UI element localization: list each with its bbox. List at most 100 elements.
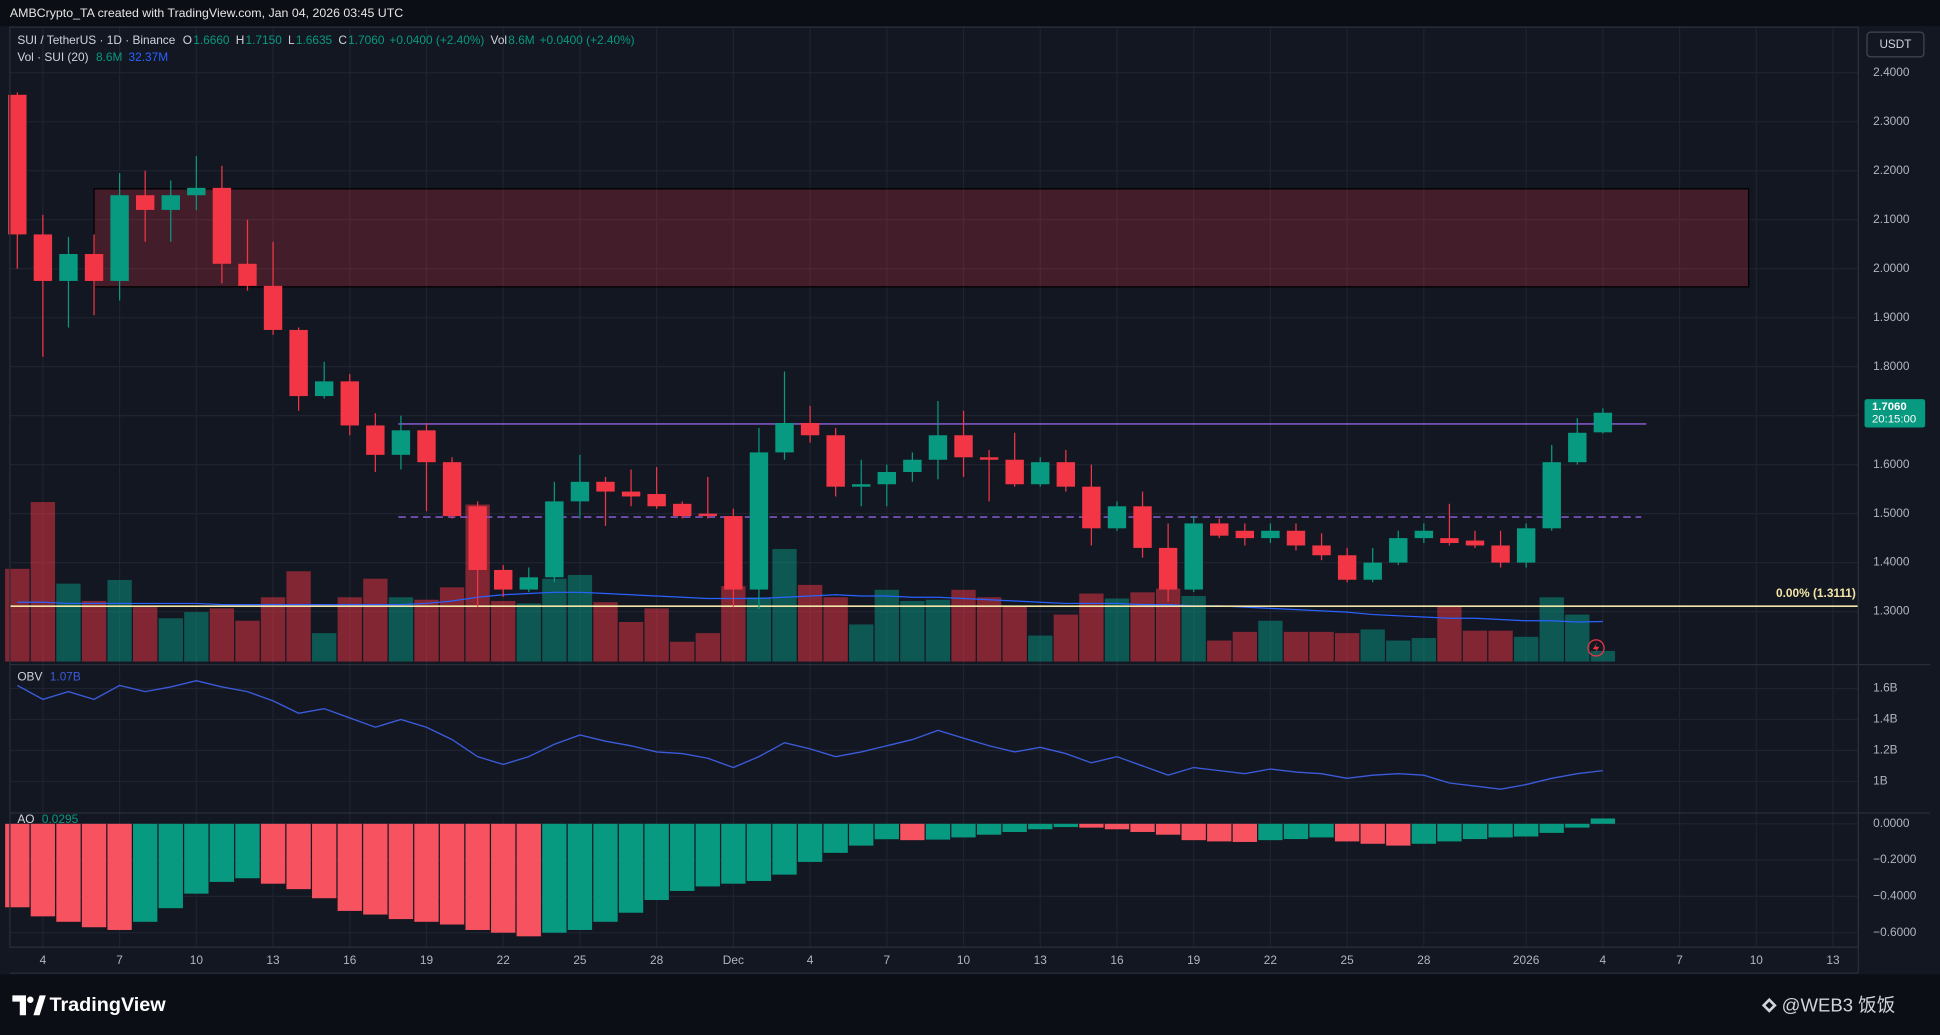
ao-bar xyxy=(363,823,388,915)
candle-body xyxy=(161,195,180,210)
ao-bar xyxy=(286,823,311,890)
ao-bar xyxy=(158,823,183,909)
realtime-icon-bolt[interactable] xyxy=(1592,641,1600,655)
y-tick-label: 2.4000 xyxy=(1873,65,1910,79)
x-tick-label: 7 xyxy=(116,953,123,967)
candle-body xyxy=(366,425,385,455)
volume-bar xyxy=(491,600,516,662)
x-tick-label: 16 xyxy=(1110,953,1124,967)
watermark: @WEB3 饭饭 xyxy=(1761,994,1895,1015)
ao-bar xyxy=(670,823,695,891)
candle-body xyxy=(1568,432,1587,463)
ao-bar xyxy=(1207,823,1232,842)
tradingview-logo: TradingView xyxy=(12,994,166,1016)
candle-body xyxy=(1389,538,1408,563)
ao-bar xyxy=(56,823,81,922)
x-tick-label: 25 xyxy=(1341,953,1355,967)
realtime-icon-ring[interactable] xyxy=(1587,639,1605,657)
candle-body xyxy=(1363,562,1382,580)
x-tick-label: 10 xyxy=(1750,953,1764,967)
candle-body xyxy=(621,491,641,497)
ao-bar xyxy=(1437,823,1462,842)
y-tick-label: 1.3000 xyxy=(1873,604,1910,618)
ao-bar xyxy=(542,823,567,933)
candle-body xyxy=(698,513,718,517)
x-tick-label: 22 xyxy=(1264,953,1277,967)
ao-bar xyxy=(1462,823,1488,840)
ao-bar xyxy=(1309,823,1334,838)
logo-mark xyxy=(27,996,34,1003)
volume-bar xyxy=(312,633,337,662)
ao-bar xyxy=(439,823,465,925)
supply-zone xyxy=(93,188,1750,288)
candle-body xyxy=(596,481,615,492)
ao-bar xyxy=(644,823,669,901)
ao-bar xyxy=(184,823,209,894)
price-tag-countdown: 20:15:00 xyxy=(1872,414,1916,426)
volume-bar xyxy=(1002,605,1027,662)
volume-bar xyxy=(158,618,183,662)
volume-bar xyxy=(1513,636,1539,662)
candle-body xyxy=(417,430,436,463)
y-tick-label: 2.3000 xyxy=(1873,114,1910,128)
x-tick-label: 4 xyxy=(1600,953,1607,967)
ao-bar xyxy=(260,823,286,884)
candle-body xyxy=(187,187,206,196)
volume-bar xyxy=(1130,592,1155,662)
volume-bar xyxy=(337,597,362,662)
candle-body xyxy=(494,569,513,590)
logo-mark xyxy=(33,995,46,1016)
candle-body xyxy=(1542,462,1561,529)
legend-item: Vol · SUI (20) xyxy=(17,50,88,64)
ao-bar xyxy=(235,823,260,879)
candle-body xyxy=(954,435,973,458)
volume-bar xyxy=(1590,650,1616,662)
ao-bar xyxy=(1155,823,1181,835)
volume-bar xyxy=(823,597,848,662)
header-text: AMBCrypto_TA created with TradingView.co… xyxy=(10,6,403,20)
ao-bar xyxy=(1539,823,1564,833)
ao-bar xyxy=(30,823,56,917)
candle-body xyxy=(749,452,769,590)
currency-button-label[interactable]: USDT xyxy=(1879,38,1911,51)
candle-body xyxy=(570,481,590,502)
legend-item: 8.6M xyxy=(96,50,122,64)
volume-bar xyxy=(874,589,899,662)
legend-item: 1.7060 xyxy=(348,33,385,47)
candle-body xyxy=(903,459,922,472)
y-tick-label: 2.2000 xyxy=(1873,163,1910,177)
candle-body xyxy=(1337,555,1357,580)
candle-body xyxy=(1235,530,1255,539)
x-tick-label: 2026 xyxy=(1513,953,1540,967)
ao-bar xyxy=(1513,823,1539,837)
volume-bar xyxy=(1283,631,1309,662)
ao-bar xyxy=(1360,823,1385,844)
volume-bar xyxy=(1360,629,1385,662)
ao-bar xyxy=(516,823,541,937)
candle-body xyxy=(110,195,129,281)
ao-bar xyxy=(491,823,516,933)
candle-body xyxy=(1184,523,1203,590)
y-tick-label: 1.4B xyxy=(1873,712,1897,726)
realtime-icon[interactable] xyxy=(1587,639,1605,657)
legend-item: 1.7150 xyxy=(246,33,283,47)
legend-item: 1.6660 xyxy=(193,33,230,47)
volume-bar xyxy=(30,502,56,662)
ao-bar xyxy=(823,823,848,853)
ao-bar xyxy=(721,823,746,884)
candle-body xyxy=(84,254,104,281)
x-tick-label: 10 xyxy=(957,953,971,967)
volume-bar xyxy=(1104,598,1130,662)
currency-button-box[interactable] xyxy=(1866,31,1925,58)
volume-bar xyxy=(516,603,541,662)
volume-bar xyxy=(695,633,720,662)
volume-bar xyxy=(209,608,235,662)
candle-body xyxy=(8,94,27,235)
ao-bar xyxy=(618,823,644,913)
legend-item: AO xyxy=(17,812,34,826)
legend-item: 0.0295 xyxy=(42,812,79,826)
currency-button[interactable]: USDT xyxy=(1866,31,1925,58)
candle-body xyxy=(238,263,257,286)
candle-body xyxy=(1107,506,1127,529)
x-tick-label: 16 xyxy=(343,953,357,967)
